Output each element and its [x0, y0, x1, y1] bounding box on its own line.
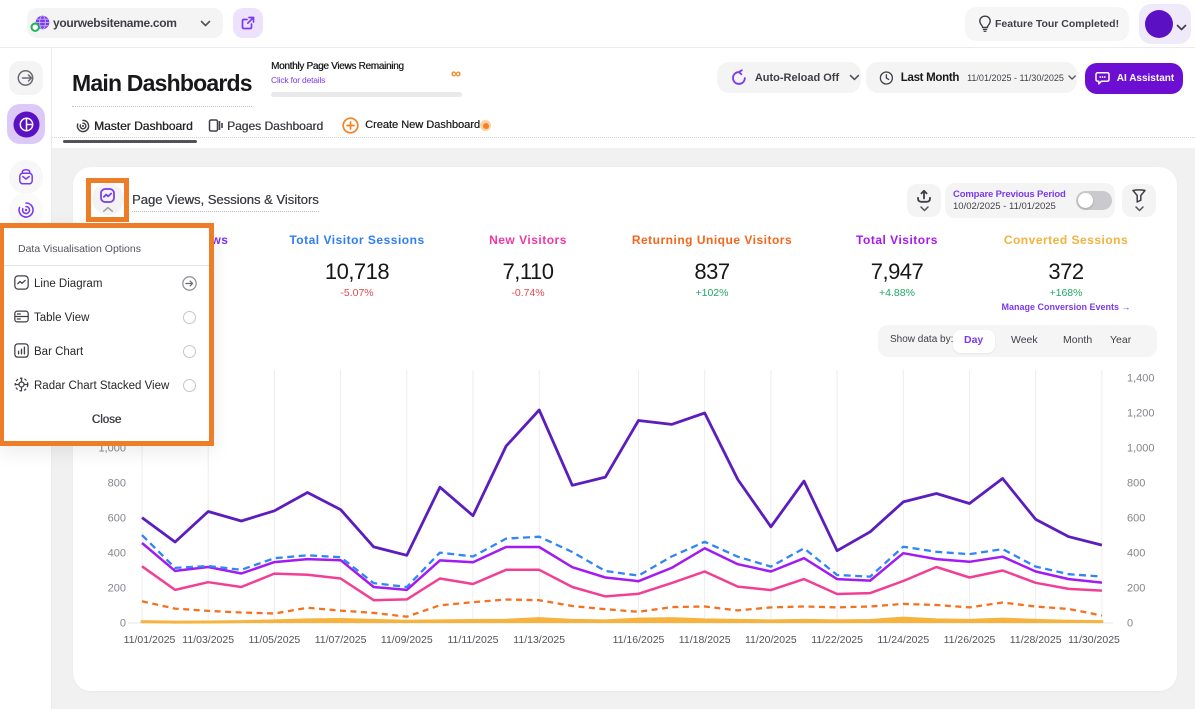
- svg-text:11/22/2025: 11/22/2025: [811, 634, 863, 646]
- svg-text:11/18/2025: 11/18/2025: [679, 634, 731, 646]
- svg-text:11/05/2025: 11/05/2025: [249, 634, 301, 646]
- svg-text:600: 600: [1127, 513, 1145, 525]
- svg-text:11/26/2025: 11/26/2025: [944, 634, 996, 646]
- svg-text:11/20/2025: 11/20/2025: [745, 634, 797, 646]
- svg-text:11/30/2025: 11/30/2025: [1068, 634, 1120, 646]
- svg-text:0: 0: [120, 618, 126, 630]
- svg-text:400: 400: [1127, 548, 1145, 560]
- svg-text:11/01/2025: 11/01/2025: [124, 634, 176, 646]
- svg-text:200: 200: [1127, 583, 1145, 595]
- svg-text:1,000: 1,000: [1127, 443, 1155, 455]
- svg-text:200: 200: [108, 583, 126, 595]
- svg-text:11/11/2025: 11/11/2025: [448, 634, 499, 646]
- svg-text:400: 400: [108, 548, 126, 560]
- svg-text:11/16/2025: 11/16/2025: [613, 634, 665, 646]
- svg-text:600: 600: [108, 513, 126, 525]
- svg-text:11/07/2025: 11/07/2025: [315, 634, 367, 646]
- svg-text:1,200: 1,200: [1127, 408, 1155, 420]
- svg-text:800: 800: [1127, 478, 1145, 490]
- svg-text:0: 0: [1127, 618, 1133, 630]
- svg-text:11/28/2025: 11/28/2025: [1010, 634, 1062, 646]
- svg-text:11/13/2025: 11/13/2025: [513, 634, 565, 646]
- svg-text:11/24/2025: 11/24/2025: [877, 634, 929, 646]
- svg-text:1,400: 1,400: [1127, 373, 1155, 385]
- svg-text:11/09/2025: 11/09/2025: [381, 634, 433, 646]
- svg-text:11/03/2025: 11/03/2025: [182, 634, 234, 646]
- svg-text:800: 800: [108, 478, 126, 490]
